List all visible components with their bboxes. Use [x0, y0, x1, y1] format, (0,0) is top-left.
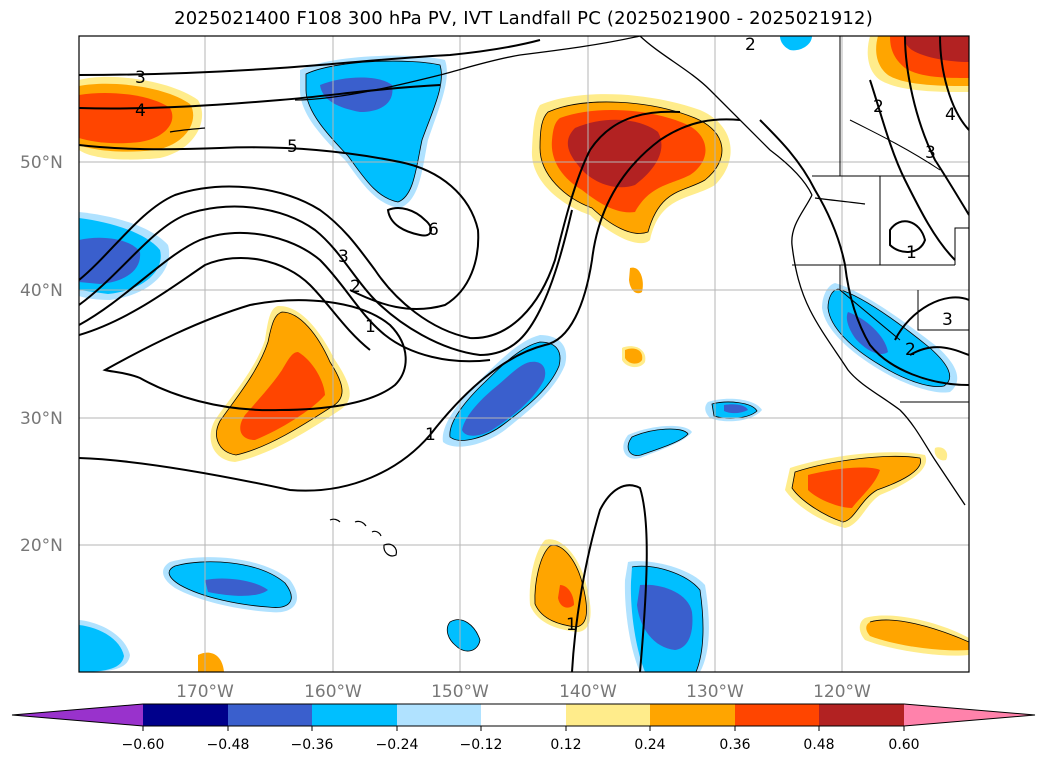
map-border: [78, 35, 970, 673]
pv-contours: [79, 36, 969, 672]
contour-label: 1: [425, 425, 436, 445]
positive-anomaly-west: [79, 76, 203, 160]
contour-label: 2: [905, 340, 916, 360]
lon-label: 160°W: [304, 682, 362, 702]
colorbar-swatch: [397, 704, 481, 726]
negative-anomaly-small: [79, 36, 812, 672]
lat-label: 30°N: [20, 409, 63, 429]
contour-label-group: 3 4 5 6 3 2 1 1 2 2 4 3 1 3 2 1: [135, 35, 956, 635]
contour-label: 1: [906, 243, 917, 263]
contour-label: 2: [350, 277, 361, 297]
borders: [792, 36, 969, 403]
positive-anomaly-small-1: [629, 267, 643, 294]
negative-anomaly-west: [79, 212, 170, 300]
positive-anomaly-south: [529, 539, 591, 632]
colorbar-tick-label: 0.24: [634, 737, 665, 753]
positive-anomaly-southeast: [785, 452, 927, 528]
colorbar-tick-label: 0.48: [803, 737, 834, 753]
map-title: 2025021400 F108 300 hPa PV, IVT Landfall…: [174, 8, 873, 29]
contour-label: 2: [873, 97, 884, 117]
contour-label: 1: [566, 615, 577, 635]
lat-label: 20°N: [20, 536, 63, 556]
lon-label: 130°W: [686, 682, 744, 702]
colorbar-tick-label: 0.12: [550, 737, 581, 753]
hawaii-islands: [329, 518, 397, 557]
contour-label: 4: [135, 101, 146, 121]
colorbar-tick-label: −0.12: [460, 737, 503, 753]
contour-label: 4: [945, 105, 956, 125]
colorbar-tick-label: −0.24: [376, 737, 419, 753]
anomaly-outlines: [168, 60, 969, 672]
contour-label: 3: [135, 68, 146, 88]
contour-label: 2: [745, 35, 756, 55]
negative-anomaly-coast: [822, 283, 958, 393]
contour-label: 3: [338, 247, 349, 267]
colorbar-swatch: [566, 704, 650, 726]
latitude-labels: 50°N 40°N 30°N 20°N: [20, 153, 63, 556]
contour-label: 3: [925, 143, 936, 163]
colorbar-swatch: [735, 704, 819, 726]
colorbar-swatch: [481, 704, 566, 726]
negative-anomaly-central: [442, 335, 567, 447]
lat-label: 50°N: [20, 153, 63, 173]
lon-label: 120°W: [813, 682, 871, 702]
colorbar: −0.60 −0.48 −0.36 −0.24 −0.12 0.12 0.24 …: [11, 703, 1036, 753]
grid-lines: [79, 36, 969, 672]
colorbar-tick-label: −0.36: [291, 737, 334, 753]
lon-label: 150°W: [431, 682, 489, 702]
colorbar-tick-label: −0.48: [207, 737, 250, 753]
positive-anomaly-northeast: [867, 36, 969, 92]
map-content: 3 4 5 6 3 2 1 1 2 2 4 3 1 3 2 1: [79, 35, 969, 672]
colorbar-swatch: [12, 704, 143, 726]
colorbar-swatch: [228, 704, 312, 726]
contour-label: 3: [942, 310, 953, 330]
lon-label: 140°W: [559, 682, 617, 702]
lon-label: 170°W: [176, 682, 234, 702]
colorbar-swatch: [819, 704, 904, 726]
negative-anomaly-south: [624, 561, 709, 672]
colorbar-swatch: [650, 704, 735, 726]
contour-label: 6: [428, 220, 439, 240]
colorbar-swatch: [143, 704, 228, 726]
contour-label: 5: [287, 137, 298, 157]
coastlines: [169, 36, 966, 506]
colorbar-swatch: [312, 704, 397, 726]
colorbar-tick-label: 0.36: [719, 737, 750, 753]
colorbar-tick-label: 0.60: [888, 737, 919, 753]
contour-label: 1: [365, 317, 376, 337]
colorbar-tick-label: −0.60: [122, 737, 165, 753]
longitude-labels: 170°W 160°W 150°W 140°W 130°W 120°W: [176, 682, 871, 702]
colorbar-swatch: [904, 704, 1035, 726]
lat-label: 40°N: [20, 281, 63, 301]
